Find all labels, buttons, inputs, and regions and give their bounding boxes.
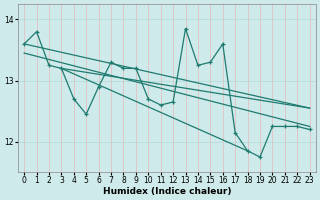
X-axis label: Humidex (Indice chaleur): Humidex (Indice chaleur) [103,187,231,196]
